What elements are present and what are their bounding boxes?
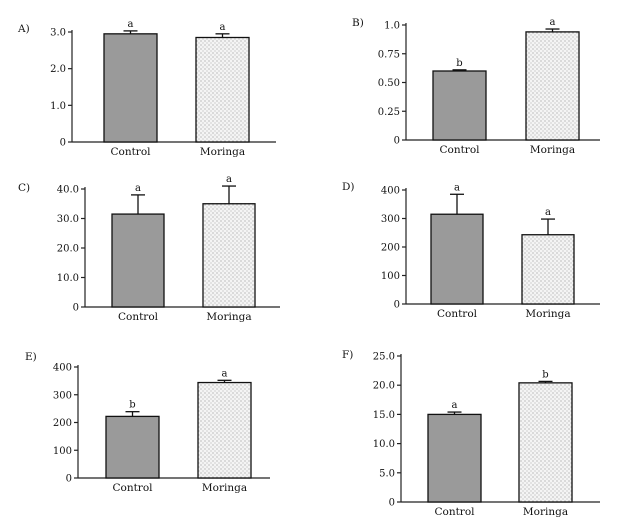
y-tick-label: 100 [53,446,72,457]
significance-letter: a [135,183,141,194]
significance-letter: a [454,182,460,193]
y-tick-label: 1.0 [50,101,66,112]
chart-panel: B) 0 0.25 0.50 0.75 1.0 b Control a Moringa [352,17,600,156]
significance-letter: a [550,17,556,28]
y-tick-label: 0.50 [378,78,400,89]
bar-control [111,213,165,308]
bar-moringa [521,234,575,305]
significance-letter: a [545,207,551,218]
significance-letter: b [456,58,462,69]
y-tick-label: 0.75 [378,49,400,60]
category-label: Control [434,506,475,518]
panel-label: F) [342,349,353,361]
y-tick-label: 40.0 [57,185,79,196]
significance-letter: a [226,174,232,185]
y-tick-label: 0 [73,303,79,314]
y-tick-label: 10.0 [57,273,79,284]
chart-panel: D) 0 100 200 300 400 a Control a Moringa [342,181,600,320]
y-tick-label: 0 [394,300,400,311]
significance-letter: b [129,400,135,411]
category-label: Control [118,311,159,323]
y-tick-label: 20.0 [373,381,395,392]
bar-control [103,33,158,143]
category-label: Control [110,146,151,158]
category-label: Control [439,144,480,156]
bar-moringa [518,382,573,503]
y-tick-label: 5.0 [379,468,395,479]
chart-panel: A) 0 1.0 2.0 3.0 a Control a Moringa [17,19,276,158]
category-label: Moringa [530,144,575,156]
y-tick-label: 100 [381,271,400,282]
significance-letter: a [222,368,228,379]
bar-control [432,70,487,141]
y-tick-label: 15.0 [373,410,395,421]
category-label: Control [112,482,153,494]
y-tick-label: 0.25 [378,107,400,118]
category-label: Moringa [200,146,245,158]
panel-label: E) [25,351,37,363]
category-label: Moringa [525,308,570,320]
bar-control [430,213,484,305]
y-tick-label: 0 [66,474,72,485]
chart-panel: E) 0 100 200 300 400 b Control a Moringa [25,351,270,494]
y-tick-label: 2.0 [50,64,66,75]
y-tick-label: 3.0 [50,28,66,39]
panel-label: B) [352,17,364,29]
y-tick-label: 400 [381,186,400,197]
bar-moringa [202,203,256,308]
panel-label: C) [18,182,30,194]
bar-moringa [197,381,252,479]
category-label: Control [437,308,478,320]
y-tick-label: 0 [389,498,395,509]
panel-label: A) [17,23,30,35]
y-tick-label: 300 [381,214,400,225]
significance-letter: a [452,400,458,411]
bar-moringa [525,31,580,141]
chart-panel: C) 0 10.0 20.0 30.0 40.0 a Control a Moringa [18,174,280,323]
y-tick-label: 0 [394,136,400,147]
category-label: Moringa [523,506,568,518]
panel-label: D) [342,181,355,193]
bar-control [105,415,160,479]
bar-moringa [195,36,250,143]
category-label: Moringa [206,311,251,323]
y-tick-label: 400 [53,363,72,374]
y-tick-label: 300 [53,390,72,401]
significance-letter: b [542,369,548,380]
y-tick-label: 20.0 [57,244,79,255]
category-label: Moringa [202,482,247,494]
y-tick-label: 10.0 [373,439,395,450]
y-tick-label: 30.0 [57,214,79,225]
bar-control [427,413,482,503]
y-tick-label: 25.0 [373,352,395,363]
chart-panel: F) 0 5.0 10.0 15.0 20.0 25.0 a Control b Moringa [342,349,600,518]
significance-letter: a [220,22,226,33]
significance-letter: a [128,19,134,30]
y-tick-label: 200 [381,243,400,254]
y-tick-label: 200 [53,418,72,429]
y-tick-label: 1.0 [384,21,400,32]
y-tick-label: 0 [60,138,66,149]
